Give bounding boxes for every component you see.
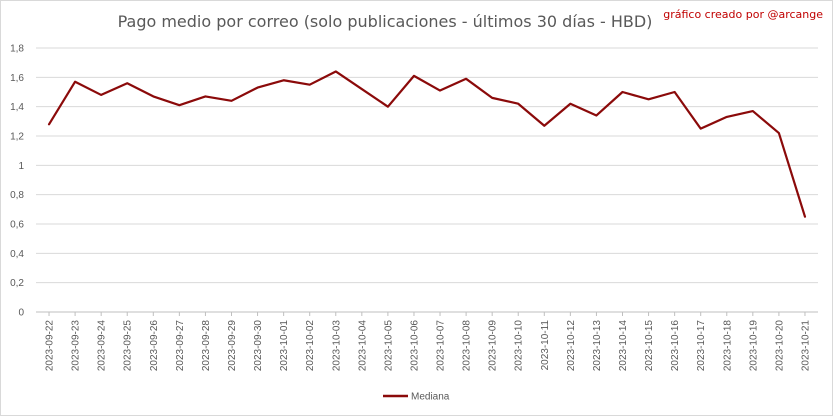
y-tick-label: 1,8 (10, 44, 24, 55)
x-axis-ticks: 2023-09-22 2023-09-23 2023-09-24 2023-09-25… (45, 312, 811, 372)
x-tick-label: 2023-09-28 (201, 320, 212, 372)
x-tick-label: 2023-10-02 (305, 320, 316, 372)
y-tick-label: 1,2 (10, 132, 24, 143)
y-tick-label: 0,8 (10, 190, 24, 201)
legend: Mediana (383, 392, 450, 403)
x-tick-label: 2023-10-05 (383, 320, 394, 372)
x-tick-label: 2023-10-01 (279, 320, 290, 372)
x-tick-label: 2023-09-22 (45, 320, 56, 372)
x-tick-label: 2023-10-14 (618, 320, 629, 372)
x-tick-label: 2023-10-19 (748, 320, 759, 372)
y-tick-label: 0 (18, 308, 24, 319)
series-layer (47, 70, 807, 218)
x-tick-label: 2023-10-15 (644, 320, 655, 372)
x-tick-label: 2023-10-17 (696, 320, 707, 372)
x-tick-label: 2023-10-13 (592, 320, 603, 372)
y-tick-label: 1,6 (10, 73, 24, 84)
y-tick-label: 1 (18, 161, 24, 172)
x-tick-label: 2023-10-11 (540, 320, 551, 371)
x-tick-label: 2023-10-20 (774, 320, 785, 372)
y-tick-label: 0,6 (10, 220, 24, 231)
x-tick-label: 2023-10-06 (409, 320, 420, 372)
legend-label-mediana: Mediana (411, 392, 450, 403)
x-tick-label: 2023-09-30 (253, 320, 264, 372)
x-tick-label: 2023-09-24 (97, 320, 108, 372)
series-line-mediana (47, 70, 807, 218)
chart-title: Pago medio por correo (solo publicacione… (117, 12, 653, 31)
x-tick-label: 2023-09-27 (175, 320, 186, 372)
x-tick-label: 2023-10-09 (488, 320, 499, 372)
x-tick-label: 2023-10-21 (800, 320, 811, 372)
gridlines (36, 47, 818, 313)
x-tick-label: 2023-09-29 (227, 320, 238, 372)
y-tick-label: 1,4 (10, 102, 24, 113)
x-tick-label: 2023-10-03 (331, 320, 342, 372)
x-tick-label: 2023-10-04 (357, 320, 368, 372)
chart-credit: gráfico creado por @arcange (663, 8, 823, 21)
x-tick-label: 2023-10-07 (436, 320, 447, 372)
x-tick-label: 2023-10-10 (514, 320, 525, 372)
x-tick-label: 2023-10-08 (462, 320, 473, 372)
x-tick-label: 2023-09-23 (71, 320, 82, 372)
x-tick-label: 2023-10-16 (670, 320, 681, 372)
y-axis-ticks: 0 0,2 0,4 0,6 0,8 1 1,2 1,4 1,6 1,8 (10, 44, 24, 319)
x-tick-label: 2023-10-18 (722, 320, 733, 372)
y-tick-label: 0,2 (10, 278, 24, 289)
x-tick-label: 2023-10-12 (566, 320, 577, 372)
y-tick-label: 0,4 (10, 249, 24, 260)
x-tick-label: 2023-09-26 (149, 320, 160, 372)
x-tick-label: 2023-09-25 (123, 320, 134, 372)
